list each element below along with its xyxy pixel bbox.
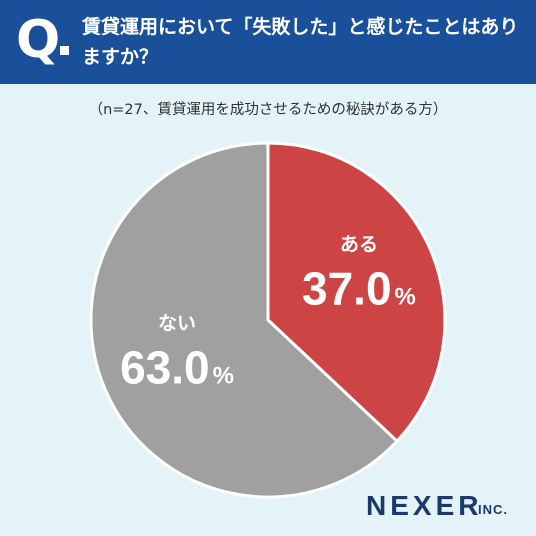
pie-slice-0: [266, 141, 447, 444]
slice-value-0: 37.0%: [302, 263, 416, 315]
sample-note: （n=27、賃貸運用を成功させるための秘訣がある方）: [88, 102, 448, 118]
question-text: 賃貸運用において「失敗した」と感じたことはありますか？: [82, 16, 519, 68]
slice-percent-1: 63.0: [120, 341, 210, 393]
slice-unit-1: %: [213, 362, 234, 389]
slice-label-0: ある: [340, 234, 378, 256]
pie-slice-1: [89, 141, 400, 499]
slice-label-1: ない: [158, 312, 196, 334]
q-mark: Q: [16, 10, 61, 70]
slice-percent-0: 37.0: [302, 263, 392, 315]
brand-logo: NEXER: [366, 490, 483, 521]
brand-suffix: INC.: [478, 502, 508, 517]
slice-value-1: 63.0%: [120, 341, 234, 393]
question-header: Q 賃貸運用において「失敗した」と感じたことはありますか？: [0, 0, 536, 84]
q-dot: [60, 46, 69, 55]
slice-unit-0: %: [395, 284, 416, 311]
